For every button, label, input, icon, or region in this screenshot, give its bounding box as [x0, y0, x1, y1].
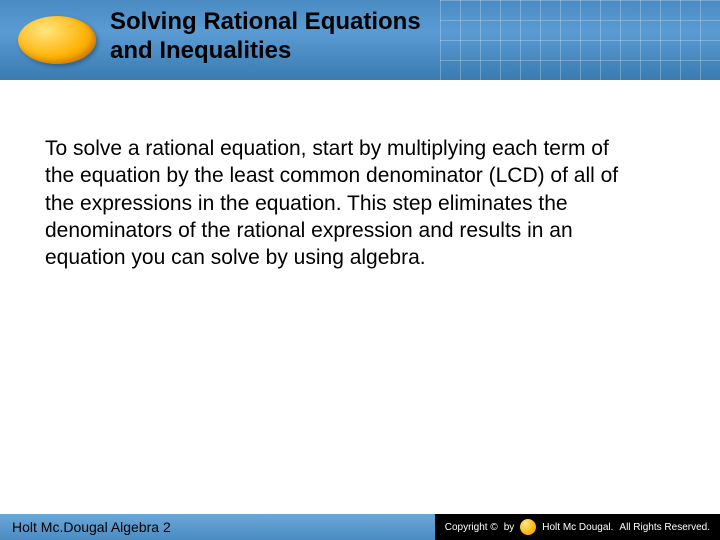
title-line-1: Solving Rational Equations	[110, 8, 421, 37]
footer-band: Holt Mc.Dougal Algebra 2 Copyright © by …	[0, 514, 720, 540]
header-band: Solving Rational Equations and Inequalit…	[0, 0, 720, 80]
footer-copyright: Copyright © by Holt Mc Dougal. All Right…	[435, 514, 720, 540]
title-line-2: and Inequalities	[110, 37, 421, 66]
copyright-prefix: Copyright ©	[445, 522, 498, 533]
copyright-by: by	[504, 522, 515, 533]
brand-oval-icon	[18, 16, 96, 64]
brand-oval-icon	[520, 519, 536, 535]
body-paragraph: To solve a rational equation, start by m…	[45, 135, 640, 271]
header-grid-pattern	[440, 0, 720, 80]
copyright-suffix: All Rights Reserved.	[619, 522, 710, 533]
footer-textbook-name: Holt Mc.Dougal Algebra 2	[12, 519, 171, 535]
slide-title: Solving Rational Equations and Inequalit…	[110, 8, 421, 66]
copyright-brand: Holt Mc Dougal.	[542, 522, 613, 533]
